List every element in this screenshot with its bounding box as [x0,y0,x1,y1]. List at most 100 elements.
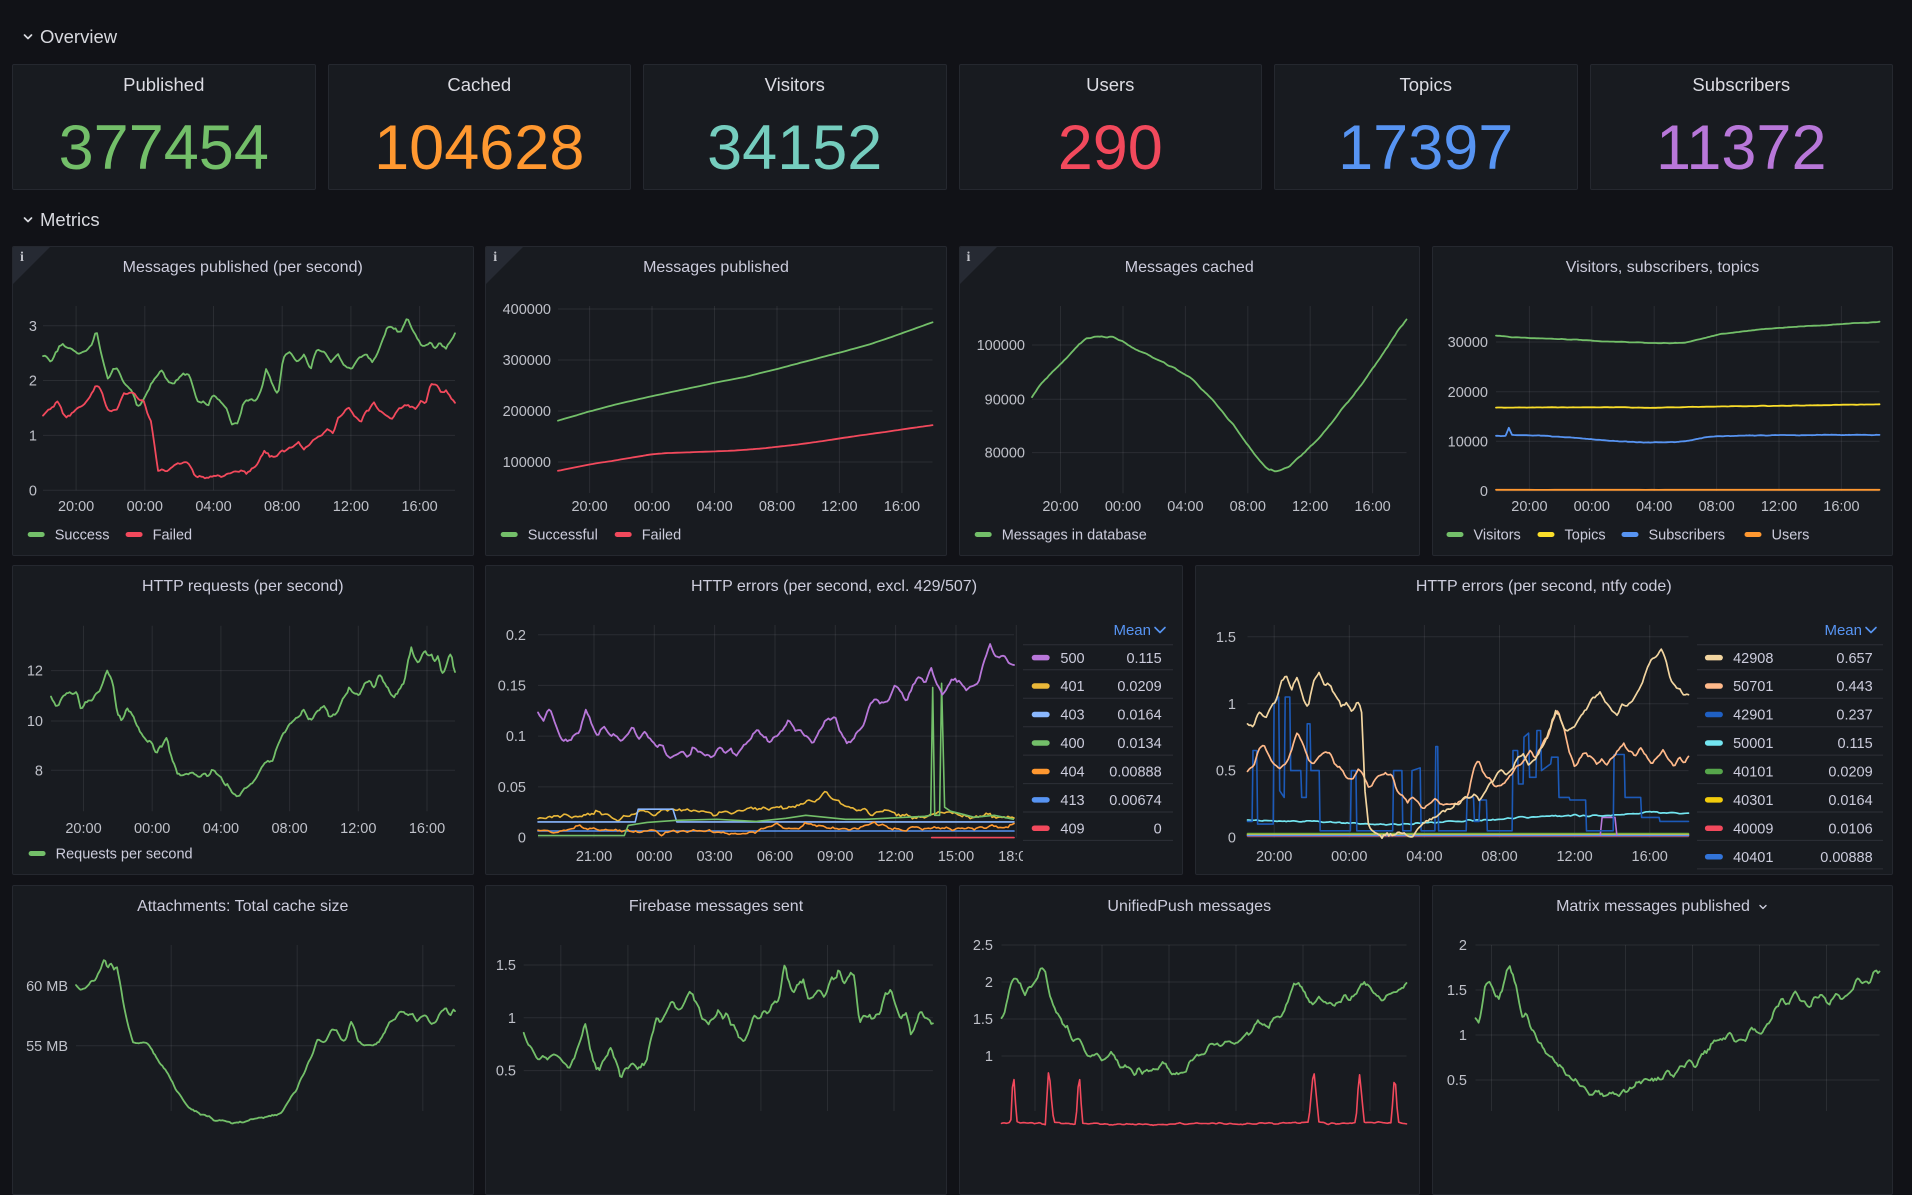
svg-text:08:00: 08:00 [1229,499,1265,515]
svg-text:1.5: 1.5 [972,1012,992,1028]
svg-text:0: 0 [1154,821,1162,837]
svg-text:0.0164: 0.0164 [1828,793,1872,809]
svg-text:409: 409 [1060,821,1084,837]
svg-text:Failed: Failed [153,528,193,544]
svg-text:42901: 42901 [1733,708,1773,724]
svg-text:04:00: 04:00 [1167,499,1203,515]
svg-text:40009: 40009 [1733,821,1773,837]
svg-text:20:00: 20:00 [1256,849,1292,865]
svg-text:90000: 90000 [984,392,1024,408]
svg-text:40101: 40101 [1733,765,1773,781]
svg-text:03:00: 03:00 [696,849,732,865]
svg-text:0.0209: 0.0209 [1117,679,1161,695]
svg-text:55 MB: 55 MB [26,1039,68,1055]
svg-text:Mean: Mean [1824,622,1862,639]
svg-text:00:00: 00:00 [1573,499,1609,515]
svg-text:20:00: 20:00 [65,821,101,837]
svg-text:08:00: 08:00 [1481,849,1517,865]
svg-text:04:00: 04:00 [1636,499,1672,515]
svg-text:04:00: 04:00 [203,821,239,837]
svg-text:200000: 200000 [503,404,551,420]
svg-text:12:00: 12:00 [1556,849,1592,865]
svg-text:12: 12 [27,664,43,680]
svg-text:16:00: 16:00 [884,499,920,515]
svg-text:2.5: 2.5 [972,938,992,954]
svg-text:8: 8 [35,763,43,779]
svg-text:20:00: 20:00 [1511,499,1547,515]
svg-text:0.05: 0.05 [498,780,526,796]
svg-text:400000: 400000 [503,302,551,318]
svg-text:0.0164: 0.0164 [1117,708,1161,724]
svg-text:Failed: Failed [642,528,682,544]
svg-text:0.00674: 0.00674 [1109,793,1161,809]
svg-text:10: 10 [27,714,43,730]
svg-text:80000: 80000 [984,446,1024,462]
svg-text:00:00: 00:00 [634,499,670,515]
svg-text:08:00: 08:00 [759,499,795,515]
svg-text:0.00888: 0.00888 [1109,765,1161,781]
svg-text:400: 400 [1060,736,1084,752]
svg-text:42908: 42908 [1733,651,1773,667]
svg-text:1.5: 1.5 [1215,630,1235,646]
svg-text:Success: Success [55,528,110,544]
svg-text:0: 0 [1227,831,1235,847]
svg-text:0.443: 0.443 [1836,679,1872,695]
svg-text:40401: 40401 [1733,850,1773,866]
svg-text:16:00: 16:00 [1823,499,1859,515]
svg-text:12:00: 12:00 [822,499,858,515]
svg-text:18:00: 18:00 [998,849,1034,865]
svg-text:0.00888: 0.00888 [1820,850,1872,866]
svg-text:50701: 50701 [1733,679,1773,695]
svg-text:500: 500 [1060,651,1084,667]
svg-text:3: 3 [29,319,37,335]
svg-text:08:00: 08:00 [271,821,307,837]
svg-text:0.2: 0.2 [506,628,526,644]
svg-text:Successful: Successful [528,528,598,544]
svg-text:00:00: 00:00 [127,499,163,515]
svg-text:20000: 20000 [1447,385,1487,401]
svg-text:0.115: 0.115 [1126,651,1161,667]
svg-text:300000: 300000 [503,353,551,369]
svg-text:401: 401 [1060,679,1084,695]
svg-text:1: 1 [984,1049,992,1065]
svg-text:08:00: 08:00 [264,499,300,515]
svg-text:403: 403 [1060,708,1084,724]
svg-text:00:00: 00:00 [636,849,672,865]
svg-text:20:00: 20:00 [58,499,94,515]
svg-text:0: 0 [1480,484,1488,500]
svg-text:12:00: 12:00 [1292,499,1328,515]
svg-text:30000: 30000 [1447,335,1487,351]
svg-text:15:00: 15:00 [938,849,974,865]
svg-text:04:00: 04:00 [697,499,733,515]
svg-text:Users: Users [1771,528,1809,544]
svg-text:0.1: 0.1 [506,729,526,745]
svg-text:Requests per second: Requests per second [56,847,193,863]
svg-text:0.237: 0.237 [1836,708,1872,724]
svg-text:00:00: 00:00 [1331,849,1367,865]
svg-text:0: 0 [29,483,37,499]
svg-text:20:00: 20:00 [1042,499,1078,515]
svg-text:40301: 40301 [1733,793,1773,809]
svg-text:0.15: 0.15 [498,679,526,695]
svg-text:1: 1 [1459,1028,1467,1044]
svg-text:12:00: 12:00 [877,849,913,865]
svg-text:16:00: 16:00 [1631,849,1667,865]
svg-text:2: 2 [1459,938,1467,954]
svg-text:1.5: 1.5 [496,958,516,974]
svg-text:60 MB: 60 MB [26,979,68,995]
svg-text:20:00: 20:00 [572,499,608,515]
svg-text:10000: 10000 [1447,434,1487,450]
svg-text:16:00: 16:00 [401,499,437,515]
svg-text:08:00: 08:00 [1698,499,1734,515]
svg-text:2: 2 [984,975,992,991]
svg-text:100000: 100000 [976,338,1024,354]
svg-text:0.5: 0.5 [496,1064,516,1080]
svg-text:09:00: 09:00 [817,849,853,865]
svg-text:Visitors: Visitors [1473,528,1520,544]
svg-text:0.5: 0.5 [1447,1073,1467,1089]
svg-text:50001: 50001 [1733,736,1773,752]
svg-text:0.115: 0.115 [1837,736,1872,752]
svg-text:0.5: 0.5 [1215,764,1235,780]
svg-text:2: 2 [29,374,37,390]
svg-text:12:00: 12:00 [340,821,376,837]
